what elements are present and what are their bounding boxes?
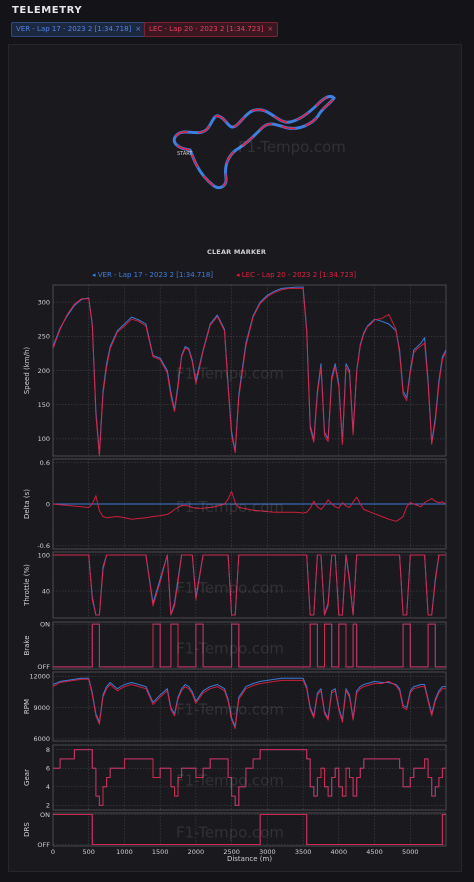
- series-line-lec: [52, 287, 447, 457]
- y-tick-label: -0.6: [37, 542, 50, 550]
- y-axis-label: DRS: [23, 822, 31, 837]
- x-tick-label: 4500: [366, 848, 383, 856]
- track-outline-lec: [173, 95, 336, 189]
- y-axis-label: Speed (km/h): [23, 347, 31, 395]
- y-axis-label: RPM: [23, 699, 31, 714]
- y-tick-label: 6: [46, 765, 50, 773]
- lap-tag-lec-label: LEC - Lap 20 - 2023 2 [1:34.723]: [149, 25, 264, 33]
- series-line-lec: [53, 749, 446, 806]
- x-tick-label: 5000: [402, 848, 419, 856]
- x-tick-label: 1000: [116, 848, 133, 856]
- y-tick-label: 150: [38, 401, 50, 409]
- y-axis-label: Throttle (%): [23, 564, 31, 607]
- y-tick-label: 8: [46, 746, 50, 754]
- x-tick-label: 4000: [331, 848, 348, 856]
- panel-watermark: F1-Tempo.com: [176, 772, 284, 790]
- y-tick-label: 2: [46, 802, 50, 810]
- x-tick-label: 500: [83, 848, 95, 856]
- series-line-lec: [53, 623, 446, 668]
- y-axis-label: Gear: [23, 769, 31, 786]
- x-tick-label: 2500: [223, 848, 240, 856]
- y-tick-label: 200: [38, 367, 50, 375]
- x-axis-label: Distance (m): [227, 855, 272, 863]
- y-tick-label: OFF: [37, 663, 50, 671]
- y-tick-label: 0: [46, 500, 50, 508]
- y-tick-label: 250: [38, 333, 50, 341]
- series-line-lec: [53, 814, 446, 845]
- series-line-lec: [52, 678, 446, 729]
- series-line-lec: [52, 491, 447, 522]
- y-axis-label: Brake: [23, 635, 31, 655]
- y-tick-label: OFF: [37, 841, 50, 849]
- legend-ver: ◂ VER - Lap 17 - 2023 2 [1:34.718]: [92, 271, 213, 279]
- y-tick-label: ON: [40, 811, 50, 819]
- y-tick-label: 9000: [33, 704, 50, 712]
- panel-watermark: F1-Tempo.com: [176, 579, 284, 597]
- lap-tag-lec[interactable]: LEC - Lap 20 - 2023 2 [1:34.723] ×: [144, 22, 279, 37]
- x-tick-label: 3500: [295, 848, 312, 856]
- telemetry-panels: ◂ VER - Lap 17 - 2023 2 [1:34.718] ◂ LEC …: [23, 271, 447, 863]
- panel-watermark: F1-Tempo.com: [176, 701, 284, 719]
- panel-frame: [52, 621, 447, 670]
- y-axis-label: Delta (s): [23, 489, 31, 519]
- panel-watermark: F1-Tempo.com: [176, 824, 284, 842]
- y-tick-label: 100: [38, 435, 50, 443]
- telemetry-title: TELEMETRY: [12, 5, 83, 16]
- telemetry-panel: [8, 44, 462, 872]
- y-tick-label: 100: [38, 551, 50, 559]
- panel-watermark: F1-Tempo.com: [176, 498, 284, 516]
- panel-frame: [52, 744, 447, 811]
- y-tick-label: 4: [46, 783, 50, 791]
- x-tick-label: 0: [51, 848, 55, 856]
- y-tick-label: ON: [40, 620, 50, 628]
- y-tick-label: 6000: [33, 735, 50, 743]
- y-tick-label: 300: [38, 298, 50, 306]
- close-icon[interactable]: ×: [267, 25, 274, 33]
- y-tick-label: 0.6: [40, 459, 50, 467]
- lap-tag-ver-label: VER - Lap 17 - 2023 2 [1:34.718]: [16, 25, 132, 33]
- track-map: START F1-Tempo.com: [172, 94, 346, 190]
- x-tick-label: 2000: [188, 848, 205, 856]
- start-label: START: [177, 151, 193, 157]
- panel-watermark: F1-Tempo.com: [176, 640, 284, 658]
- telemetry-header: TELEMETRY VER - Lap 17 - 2023 2 [1:34.71…: [0, 0, 474, 40]
- track-watermark: F1-Tempo.com: [238, 138, 346, 156]
- series-line-lec: [53, 554, 446, 616]
- y-tick-label: 40: [42, 587, 50, 595]
- panel-watermark: F1-Tempo.com: [176, 365, 284, 383]
- y-tick-label: 12000: [29, 672, 50, 680]
- series-line-ver: [52, 677, 446, 727]
- close-icon[interactable]: ×: [135, 25, 142, 33]
- x-tick-label: 3000: [259, 848, 276, 856]
- legend-lec: ◂ LEC - Lap 20 - 2023 2 [1:34.723]: [236, 271, 356, 279]
- x-tick-label: 1500: [152, 848, 169, 856]
- clear-marker-button[interactable]: CLEAR MARKER: [207, 248, 267, 256]
